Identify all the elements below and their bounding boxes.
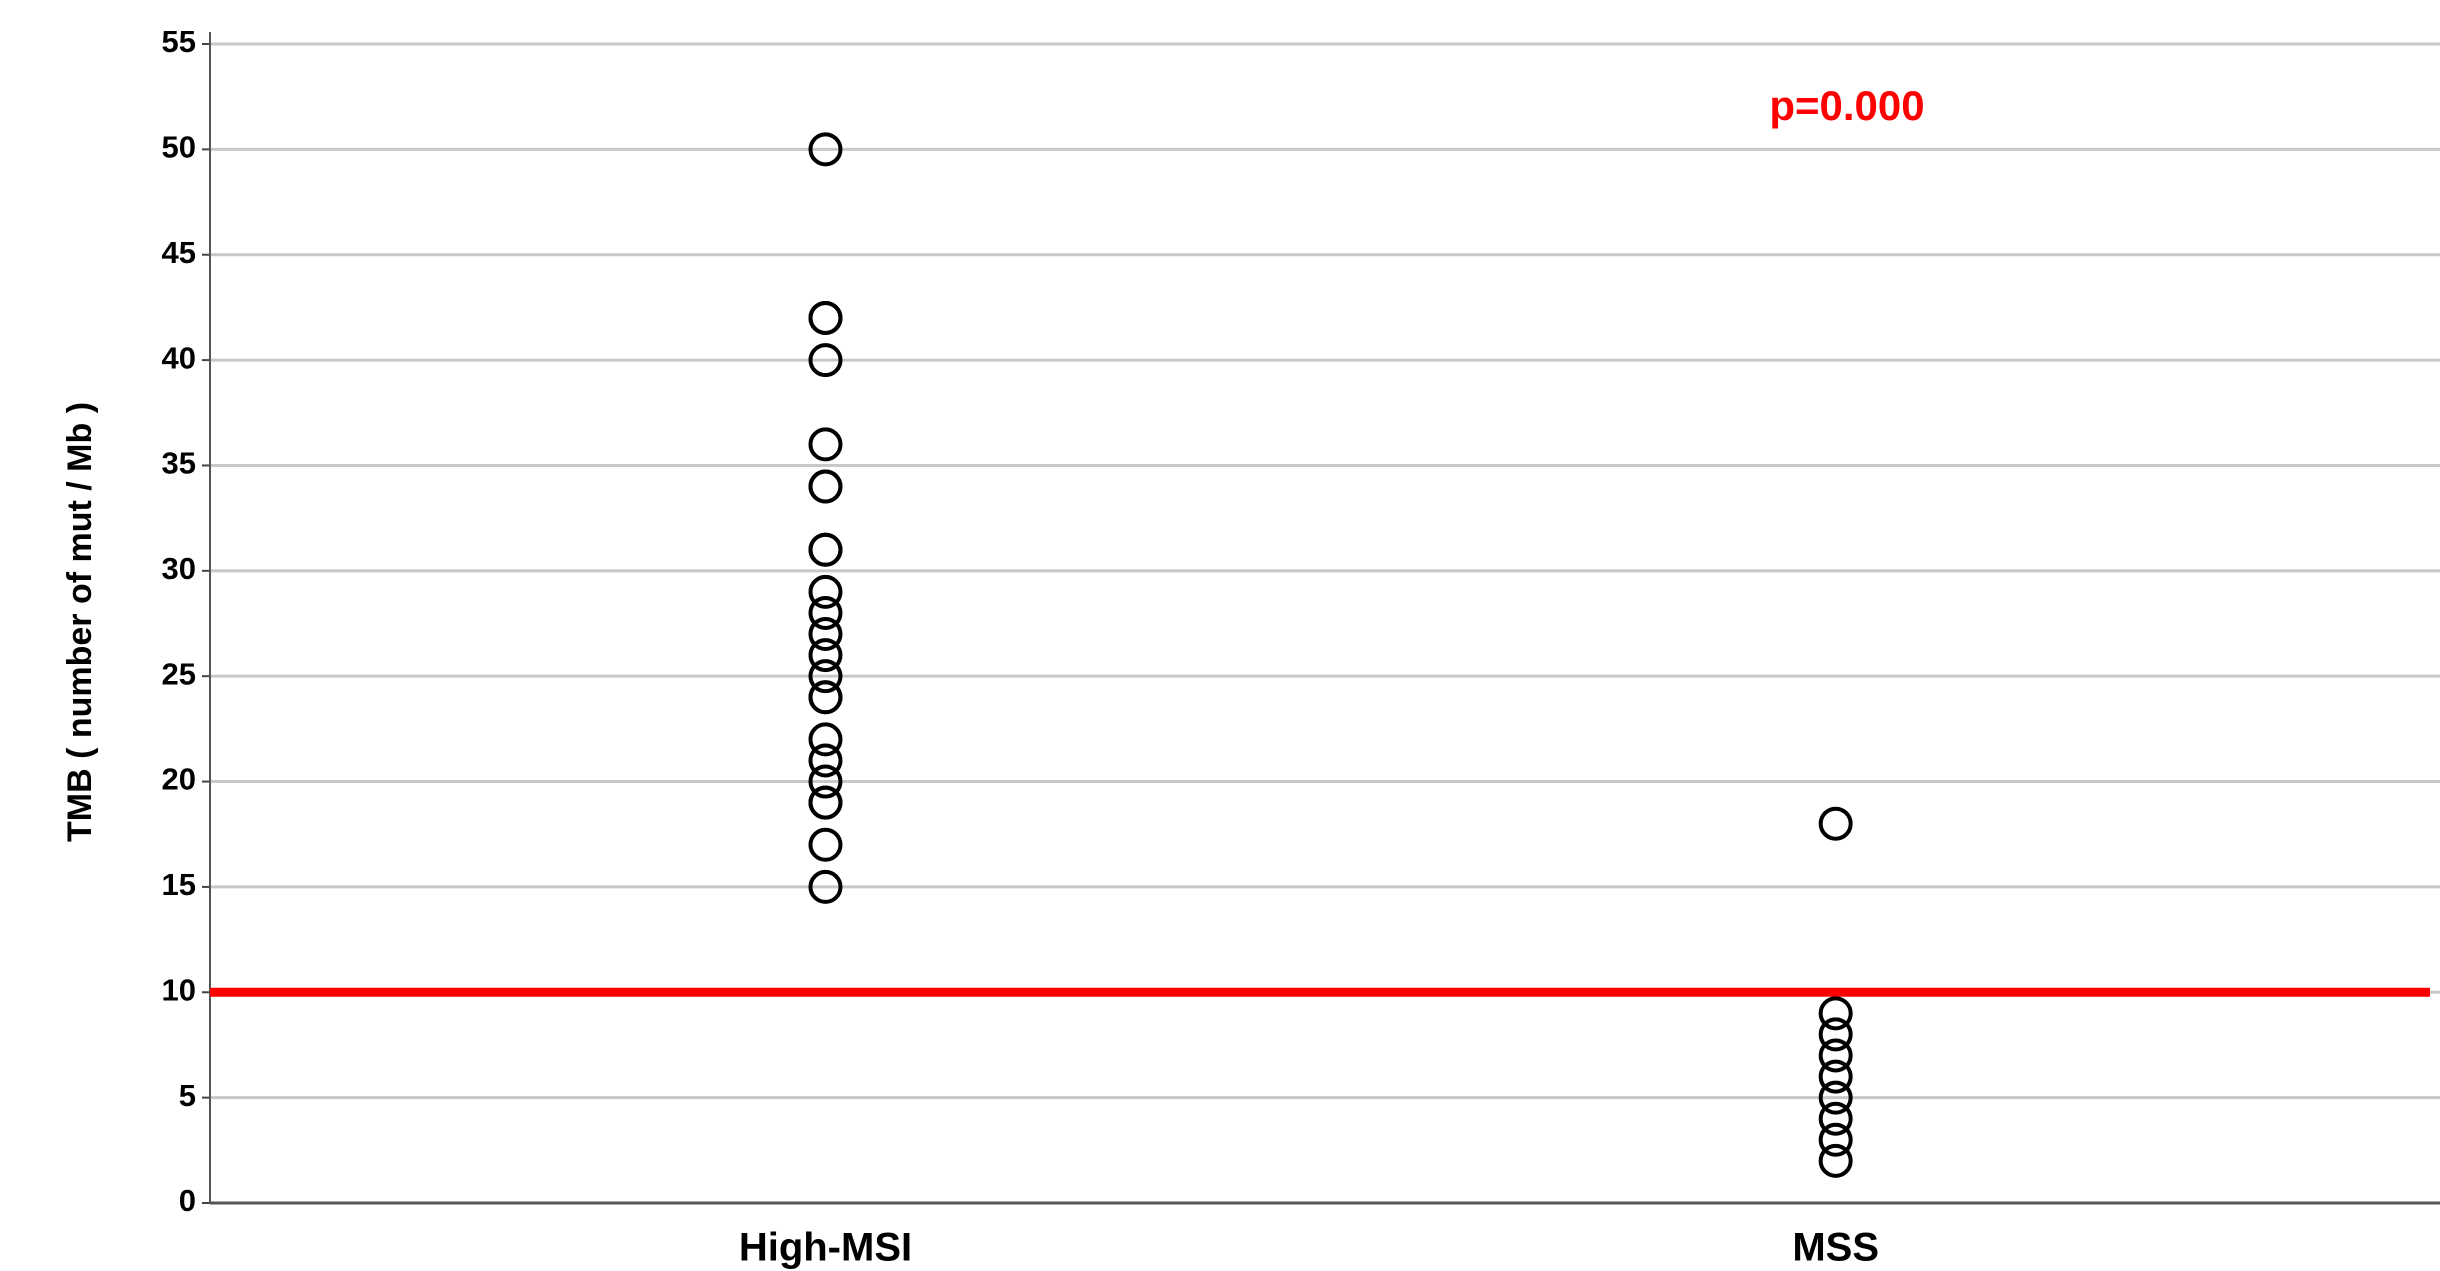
- point: [808, 343, 843, 378]
- y-tick-label: 35: [162, 446, 196, 481]
- point: [808, 595, 843, 630]
- point: [808, 638, 843, 673]
- y-tick-label: 50: [162, 130, 196, 165]
- point: [1818, 1017, 1853, 1052]
- point: [808, 827, 843, 862]
- point: [808, 722, 843, 757]
- point: [1818, 1122, 1853, 1157]
- point: [808, 300, 843, 335]
- y-tick-label: 15: [162, 867, 196, 902]
- point: [1818, 1038, 1853, 1073]
- point: [1818, 1101, 1853, 1136]
- y-tick-label: 45: [162, 235, 196, 270]
- y-axis-label: TMB ( number of mut / Mb ): [61, 402, 99, 842]
- point: [808, 469, 843, 504]
- point: [808, 743, 843, 778]
- point: [808, 574, 843, 609]
- point: [1818, 996, 1853, 1031]
- x-tick-label: MSS: [1792, 1226, 1879, 1270]
- point: [808, 764, 843, 799]
- y-tick-label: 40: [162, 340, 196, 375]
- y-tick-label: 25: [162, 656, 196, 691]
- y-tick-label: 0: [179, 1183, 196, 1218]
- point: [1818, 1080, 1853, 1115]
- point: [808, 132, 843, 167]
- y-tick-label: 55: [162, 24, 196, 59]
- point: [808, 785, 843, 820]
- point: [808, 427, 843, 462]
- point: [808, 869, 843, 904]
- y-tick-label: 20: [162, 762, 196, 797]
- point: [808, 532, 843, 567]
- x-tick-label: High-MSI: [739, 1226, 912, 1270]
- point: [808, 680, 843, 715]
- y-tick-label: 10: [162, 972, 196, 1007]
- y-tick-label: 5: [179, 1078, 196, 1113]
- y-tick-label: 30: [162, 551, 196, 586]
- point: [1818, 806, 1853, 841]
- annotation: p=0.000: [1769, 82, 1924, 129]
- point: [808, 659, 843, 694]
- point: [1818, 1059, 1853, 1094]
- point: [1818, 1143, 1853, 1178]
- point: [808, 617, 843, 652]
